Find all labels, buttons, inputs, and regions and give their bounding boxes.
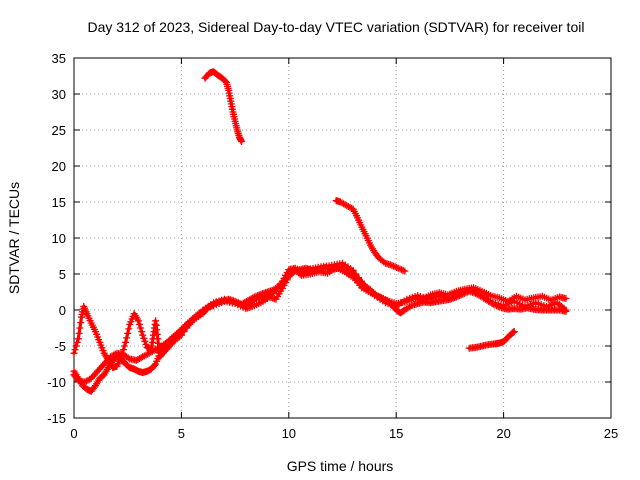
x-tick-label: 20 [496, 426, 510, 441]
data-point [176, 327, 184, 335]
data-point [391, 263, 399, 271]
data-point [202, 305, 210, 313]
series-arc-1 [201, 68, 245, 145]
data-point [390, 262, 397, 270]
data-point [124, 354, 132, 362]
data-point [254, 292, 262, 300]
data-point [249, 294, 257, 302]
data-point [177, 325, 185, 333]
y-tick-label: 35 [52, 51, 66, 66]
data-point [288, 270, 296, 278]
data-point [75, 329, 83, 337]
series-arc-5 [70, 263, 570, 395]
y-tick-label: 5 [59, 267, 66, 282]
axis-ticks: 0 5 10 15 20 25 -15 -10 -5 0 5 10 15 20 25 30 35 [47, 51, 618, 441]
y-tick-label: -5 [54, 339, 66, 354]
data-point [255, 291, 263, 299]
x-tick-label: 0 [70, 426, 77, 441]
data-point [70, 349, 78, 357]
data-point [388, 261, 396, 269]
data-point [73, 338, 81, 346]
data-point [77, 319, 85, 327]
data-marks [70, 68, 570, 395]
data-point [121, 342, 128, 350]
data-point [399, 266, 407, 274]
y-tick-label: 10 [52, 231, 66, 246]
y-tick-label: -10 [47, 375, 66, 390]
data-point [398, 266, 406, 274]
series-trace [72, 265, 568, 384]
x-tick-label: 5 [178, 426, 185, 441]
series-arc-6 [70, 264, 570, 386]
data-point [124, 329, 132, 337]
data-point [493, 302, 501, 310]
data-point [74, 335, 82, 343]
data-point [136, 320, 143, 328]
data-point [138, 328, 146, 336]
data-point [151, 361, 159, 369]
data-point [141, 337, 149, 345]
chart-title: Day 312 of 2023, Sidereal Day-to-day VTE… [88, 19, 585, 35]
y-tick-label: 20 [52, 159, 66, 174]
x-axis-label: GPS time / hours [287, 458, 394, 474]
data-point [71, 346, 79, 354]
data-point [401, 267, 409, 275]
data-point [562, 295, 570, 302]
data-point [142, 340, 150, 348]
y-tick-label: 25 [52, 123, 66, 138]
data-point [72, 342, 80, 350]
x-tick-label: 15 [389, 426, 403, 441]
data-point [76, 324, 84, 332]
data-point [179, 324, 187, 332]
data-point [296, 270, 304, 278]
data-point [396, 265, 404, 273]
data-point [489, 300, 497, 308]
data-point [125, 325, 133, 333]
data-point [285, 273, 293, 281]
data-point [123, 334, 131, 342]
y-tick-label: -15 [47, 411, 66, 426]
data-point [221, 77, 229, 85]
data-point [491, 301, 499, 309]
y-tick-label: 30 [52, 87, 66, 102]
data-point [238, 138, 245, 145]
series-arc-3 [465, 328, 518, 352]
y-tick-label: 0 [59, 303, 66, 318]
data-point [250, 293, 258, 301]
data-point [122, 338, 130, 346]
x-tick-label: 25 [604, 426, 618, 441]
data-point [181, 322, 189, 330]
y-axis-label: SDTVAR / TECUs [6, 182, 22, 294]
data-point [134, 317, 142, 325]
data-point [393, 264, 401, 271]
series-trace [334, 199, 407, 273]
series-arc-2 [332, 197, 409, 275]
y-tick-label: 15 [52, 195, 66, 210]
x-tick-label: 10 [282, 426, 296, 441]
data-point [456, 292, 464, 300]
data-point [562, 307, 570, 315]
data-point [139, 331, 147, 339]
data-point [510, 328, 518, 336]
data-point [494, 302, 502, 310]
data-point [182, 321, 190, 329]
data-point [140, 334, 148, 342]
data-point [137, 324, 145, 332]
